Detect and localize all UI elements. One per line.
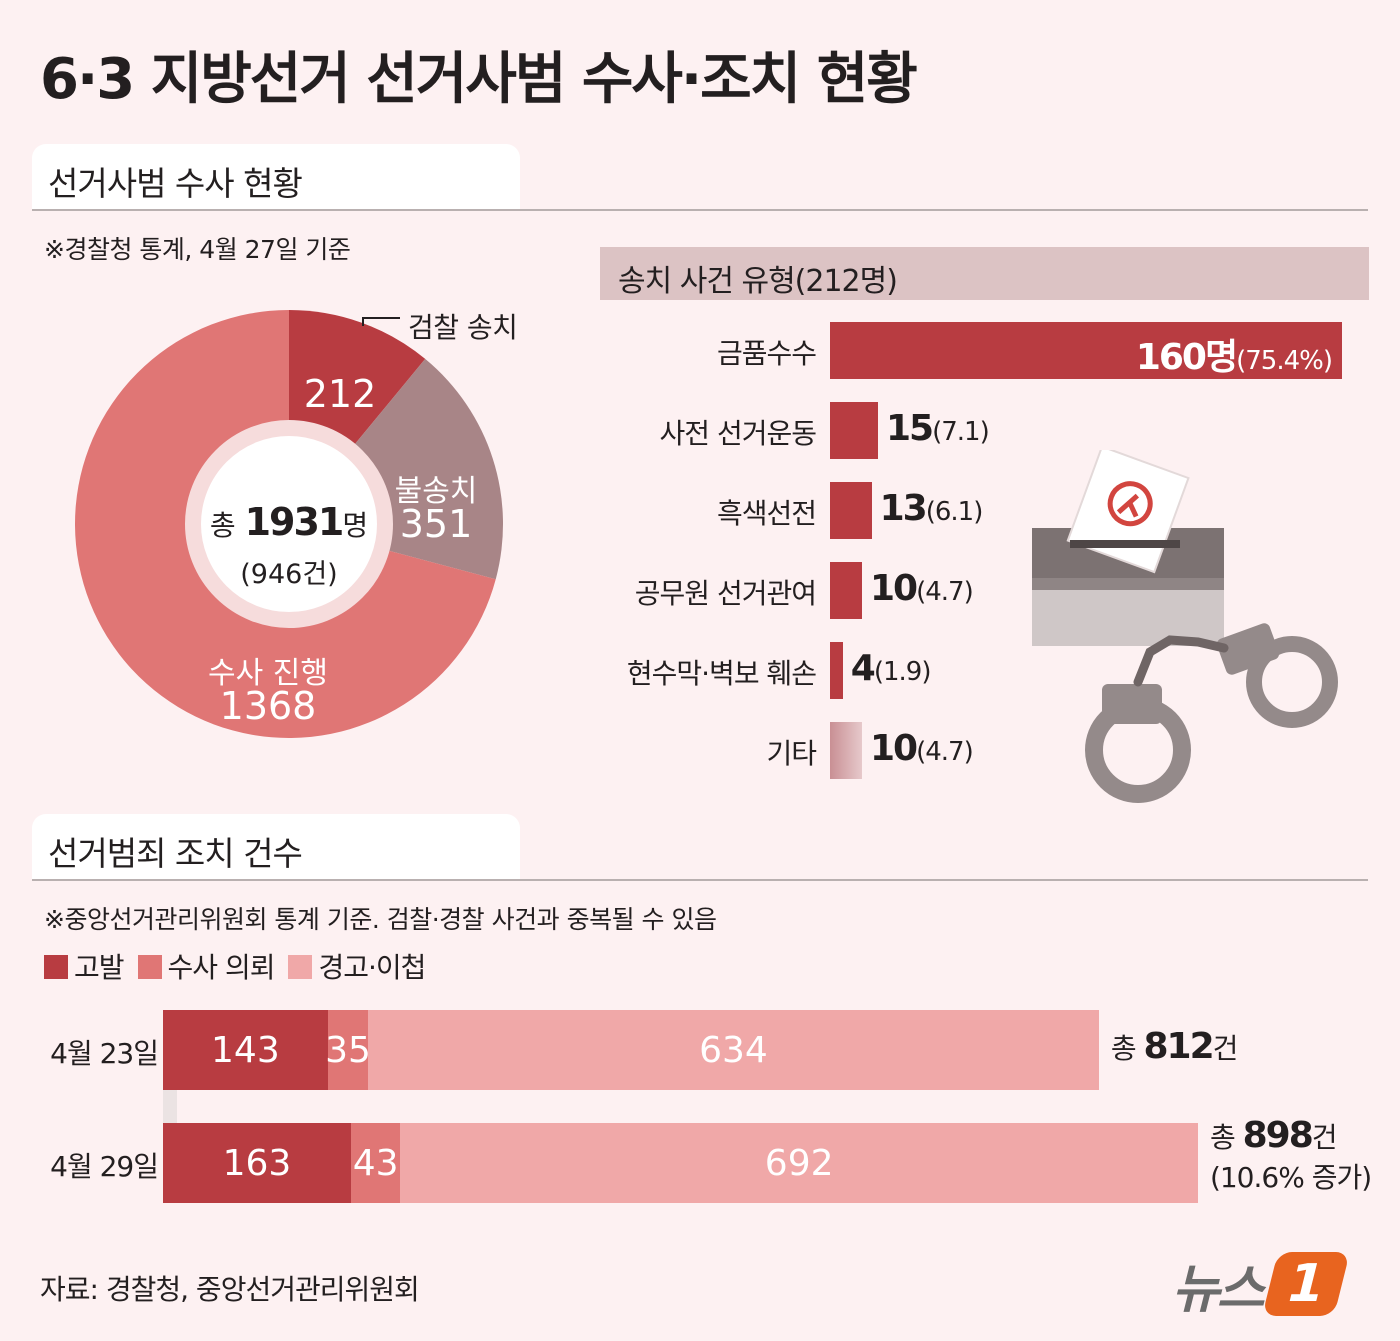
slice-value-ongoing: 1368 [219,684,317,728]
donut-chart [75,310,504,738]
logo-mark: 1 [1261,1252,1350,1316]
bar-category-label: 현수막·벽보 훼손 [626,657,817,690]
bar [830,722,862,779]
stacked-row-label: 4월 23일 [50,1037,159,1070]
legend-label: 고발 [74,951,125,984]
stacked-segment: 634 [368,1010,1099,1090]
slice-value-sent: 212 [303,372,377,416]
news1-logo: 뉴스 1 [1172,1252,1350,1320]
ballot-slot [1070,540,1180,548]
bar-category-label: 사전 선거운동 [659,417,817,450]
bar-value-label: 10(4.7) [870,568,974,609]
donut-center-total: 총 1931명 [210,500,368,544]
bar-category-label: 공무원 선거관여 [634,577,817,610]
stacked-segment-value: 143 [211,1029,280,1071]
legend-item-accusation: 고발 [44,946,125,986]
stacked-legend: 고발 수사 의뢰 경고·이첩 [44,946,426,986]
stacked-segment-value: 35 [325,1029,371,1071]
donut-center-prefix: 총 [209,509,245,542]
bar [830,482,872,539]
bar [830,642,843,699]
stacked-total-sub: (10.6% 증가) [1209,1161,1372,1194]
slice-value-not-sent: 351 [399,502,473,546]
page-title: 6·3 지방선거 선거사범 수사·조치 현황 [40,47,918,112]
stacked-segment: 35 [325,1010,371,1090]
legend-item-warning: 경고·이첩 [288,946,426,986]
handcuffs-icon [1085,623,1338,803]
bar [830,322,1342,379]
legend-label: 수사 의뢰 [167,951,276,984]
bar-category-label: 흑색선전 [716,497,817,530]
callout-label: 검찰 송치 [408,311,518,344]
section-note-nec: ※중앙선거관리위원회 통계 기준. 검찰·경찰 사건과 중복될 수 있음 [44,905,717,934]
stacked-segment: 163 [163,1123,351,1203]
donut-center-sub: (946건) [240,559,338,590]
slice-label-not-sent: 불송치 [394,474,478,509]
stacked-segment: 143 [163,1010,328,1090]
section-heading-investigation: 선거사범 수사 현황 [48,164,303,203]
bar-value-label: 4(1.9) [850,648,932,689]
donut-center-suffix: 명 [342,509,369,542]
stacked-row-label: 4월 29일 [50,1150,159,1183]
bar-category-label: 기타 [766,737,817,770]
stacked-segment-value: 634 [699,1029,768,1071]
donut-center-value: 1931 [244,500,345,544]
source-note: 자료: 경찰청, 중앙선거관리위원회 [40,1273,420,1306]
bar-category-label: 금품수수 [716,337,817,370]
stacked-total-label: 총 898건 (10.6% 증가) [1209,1115,1372,1194]
ballot-handcuffs-illustration [1032,450,1338,803]
ballot-box-band [1032,578,1224,590]
section-note-police: ※경찰청 통계, 4월 27일 기준 [44,235,351,264]
section-tab-investigation: 선거사범 수사 현황 [32,144,520,210]
bar-value-label: 10(4.7) [870,728,974,769]
donut-hole-ring [185,420,393,628]
stacked-segment-value: 43 [352,1142,399,1184]
legend-item-request: 수사 의뢰 [137,946,276,986]
stacked-segment: 43 [350,1123,401,1203]
slice-label-ongoing: 수사 진행 [208,656,328,691]
donut-hole [193,428,385,620]
section-tab-measures: 선거범죄 조치 건수 [32,814,520,880]
section-heading-measures: 선거범죄 조치 건수 [48,834,303,873]
logo-text: 뉴스 [1172,1259,1265,1320]
section-divider [32,209,1368,211]
callout-line [362,317,400,326]
bar-value-label: 15(7.1) [886,408,990,449]
stacked-segment-value: 692 [764,1142,834,1184]
bar [830,402,878,459]
stacked-total-label: 총 812건 [1110,1026,1239,1067]
bar-value-label: 13(6.1) [879,488,984,529]
legend-swatch [288,955,313,979]
bar [830,562,862,619]
section-divider [32,879,1368,881]
legend-swatch [44,955,68,979]
bar-chart-title: 송치 사건 유형(212명) [618,264,898,299]
bar-chart-header: 송치 사건 유형(212명) [600,247,1369,300]
stacked-segment-value: 163 [222,1142,292,1184]
legend-swatch [137,955,162,979]
stacked-axis-band [163,1010,177,1200]
stacked-segment: 692 [400,1123,1198,1203]
legend-label: 경고·이첩 [318,951,426,984]
bar-value-label: 160명(75.4%) [1135,337,1333,378]
bar-chart: 금품수수 160명(75.4%) 사전 선거운동 15(7.1) 흑색선전 13(6.1)… [626,322,1342,779]
